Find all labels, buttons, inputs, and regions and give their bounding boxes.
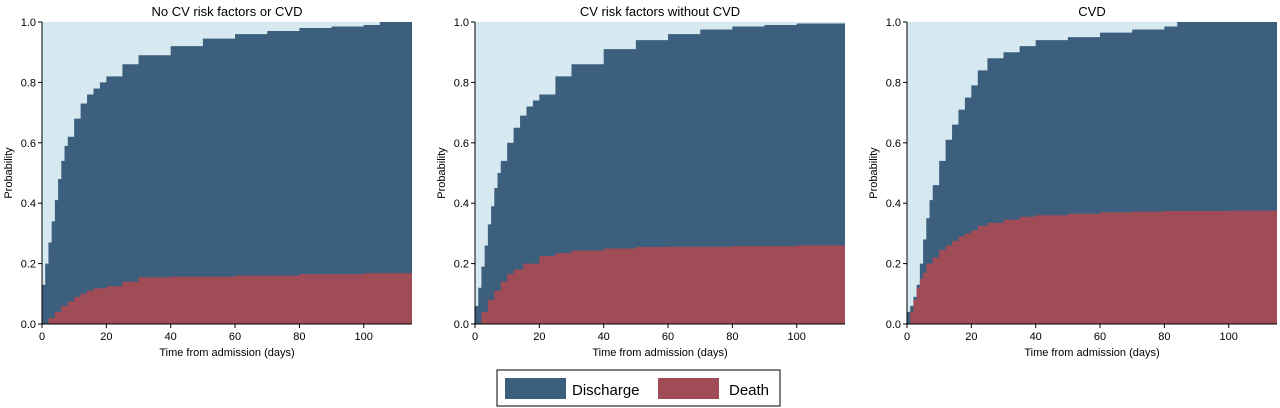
y-axis-title: Probability: [868, 147, 880, 199]
x-tick-label: 20: [965, 331, 977, 343]
x-tick-label: 60: [662, 331, 674, 343]
panel-cv-risk-factors-without-cvd: 0.0 0.2 0.4 0.6 0.8 1.0 0 20 40 60 80 100 Time from …: [436, 4, 845, 359]
legend-label-discharge: Discharge: [572, 382, 640, 399]
y-tick-label: 0.0: [886, 319, 901, 331]
panel-title: No CV risk factors or CVD: [152, 4, 303, 19]
x-tick-label: 100: [788, 331, 806, 343]
legend-swatch-discharge: [505, 378, 566, 399]
y-tick-label: 0.4: [454, 198, 469, 210]
x-axis-title: Time from admission (days): [1024, 347, 1159, 359]
y-axis-title: Probability: [3, 147, 15, 199]
x-tick-label: 60: [229, 331, 241, 343]
x-tick-label: 20: [100, 331, 112, 343]
y-tick-label: 0.6: [21, 138, 36, 150]
x-tick-label: 80: [1158, 331, 1170, 343]
series-area-death: [42, 273, 412, 324]
panel-title: CVD: [1078, 4, 1105, 19]
x-axis-title: Time from admission (days): [159, 347, 294, 359]
legend-swatch-death: [658, 378, 719, 399]
series-area-discharge: [42, 22, 412, 324]
y-tick-label: 1.0: [21, 17, 36, 29]
x-tick-label: 40: [1030, 331, 1042, 343]
x-tick-label: 80: [293, 331, 305, 343]
y-tick-label: 0.2: [886, 259, 901, 271]
y-tick-label: 0.0: [454, 319, 469, 331]
y-axis-title: Probability: [436, 147, 448, 199]
legend: Discharge Death: [496, 369, 781, 407]
legend-label-death: Death: [729, 382, 769, 399]
y-tick-label: 0.8: [21, 77, 36, 89]
panel-no-cv-risk-factors: 0.0 0.2 0.4 0.6 0.8 1.0 0 20 40 60 80 100 Time from …: [3, 4, 412, 359]
x-tick-label: 0: [472, 331, 478, 343]
x-tick-label: 60: [1094, 331, 1106, 343]
x-tick-label: 40: [598, 331, 610, 343]
x-tick-label: 100: [1220, 331, 1238, 343]
y-tick-label: 0.4: [886, 198, 901, 210]
series-area-death: [475, 245, 845, 324]
x-axis-title: Time from admission (days): [592, 347, 727, 359]
x-tick-label: 0: [39, 331, 45, 343]
y-tick-label: 0.6: [454, 138, 469, 150]
y-tick-label: 0.2: [454, 259, 469, 271]
y-tick-label: 0.4: [21, 198, 36, 210]
y-tick-label: 0.8: [886, 77, 901, 89]
y-tick-label: 0.0: [21, 319, 36, 331]
x-tick-label: 40: [165, 331, 177, 343]
x-tick-label: 20: [533, 331, 545, 343]
x-tick-label: 0: [904, 331, 910, 343]
x-tick-label: 80: [726, 331, 738, 343]
series-area-death: [907, 210, 1277, 324]
panel-title: CV risk factors without CVD: [580, 4, 740, 19]
x-tick-label: 100: [355, 331, 373, 343]
y-tick-label: 0.8: [454, 77, 469, 89]
y-tick-label: 0.6: [886, 138, 901, 150]
y-tick-label: 0.2: [21, 259, 36, 271]
y-tick-label: 1.0: [886, 17, 901, 29]
y-tick-label: 1.0: [454, 17, 469, 29]
panel-cvd: 0.0 0.2 0.4 0.6 0.8 1.0 0 20 40 60 80 100 Time from …: [868, 4, 1277, 359]
